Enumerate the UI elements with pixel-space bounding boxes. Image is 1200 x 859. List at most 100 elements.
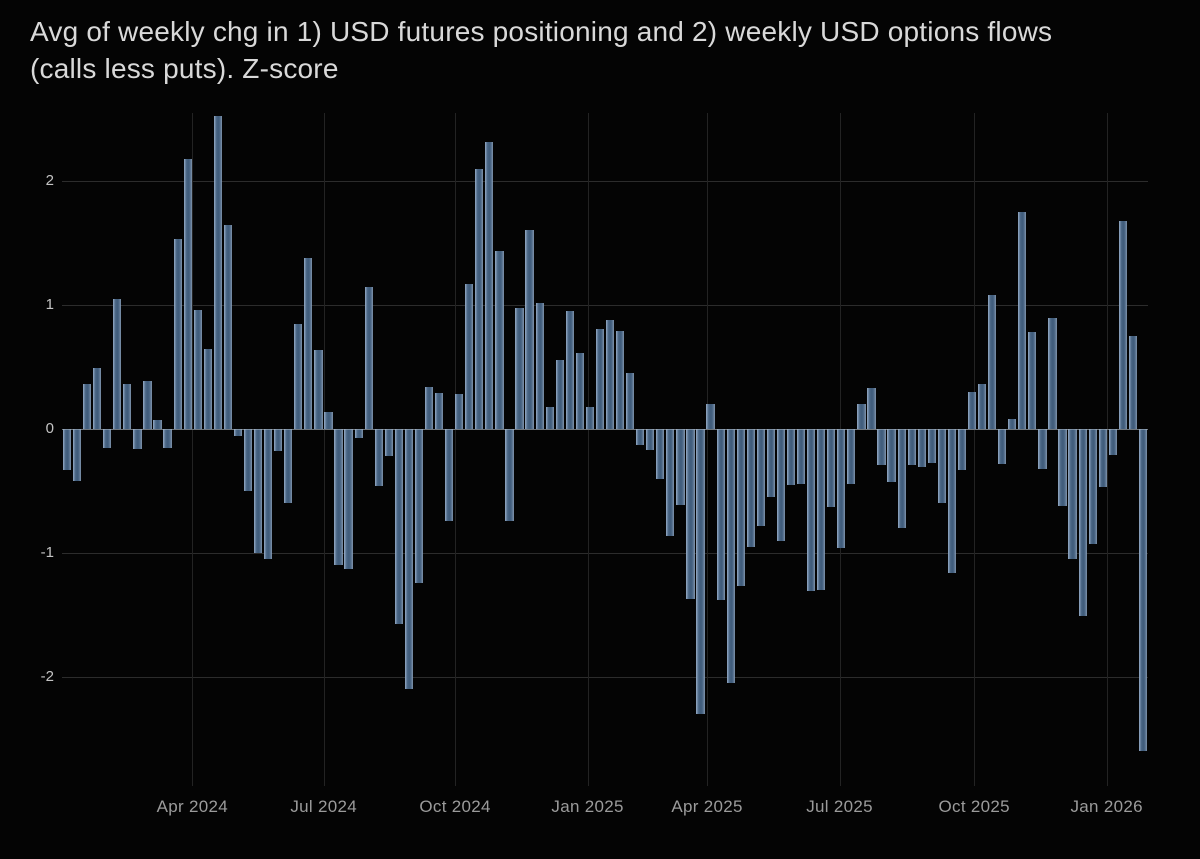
bar [967, 391, 977, 430]
bar [1118, 220, 1127, 429]
bar [696, 429, 705, 715]
bar [525, 229, 534, 429]
bar [907, 429, 916, 465]
bar [394, 429, 403, 624]
bar [1138, 429, 1148, 752]
bar [746, 429, 755, 547]
y-tick-label: 0 [45, 420, 54, 437]
x-tick-label: Oct 2024 [419, 797, 491, 816]
bar [565, 311, 574, 429]
bar [817, 429, 826, 591]
bar [877, 429, 886, 465]
bar [123, 384, 132, 429]
v-gridline [1106, 113, 1108, 786]
chart-title-line2: (calls less puts). Z-score [30, 52, 339, 84]
bar [756, 429, 765, 526]
bar [897, 429, 906, 529]
bar [937, 429, 946, 504]
chart-title: Avg of weekly chg in 1) USD futures posi… [30, 14, 1180, 88]
bar [676, 429, 685, 505]
bar [555, 359, 564, 429]
bar [1008, 419, 1017, 429]
bar [887, 429, 896, 483]
bar [193, 310, 202, 430]
bar [716, 429, 725, 600]
h-gridline [62, 553, 1148, 554]
bar [163, 429, 172, 448]
bar [927, 429, 936, 463]
bar [103, 429, 112, 448]
h-gridline [62, 676, 1148, 678]
bar [988, 295, 997, 430]
zero-axis-line [62, 429, 1148, 430]
bar [264, 429, 273, 560]
bar [615, 331, 625, 429]
bar [726, 429, 735, 684]
bar [424, 386, 434, 429]
bar [62, 429, 72, 470]
bar [998, 429, 1007, 464]
bar [1128, 336, 1138, 430]
bar [666, 429, 675, 536]
bar [656, 429, 665, 479]
bar [515, 307, 524, 430]
bar [867, 388, 876, 429]
bar [827, 429, 836, 508]
bar [776, 429, 786, 541]
bar [274, 429, 283, 452]
bar [646, 429, 655, 451]
x-tick-label: Oct 2025 [938, 797, 1010, 816]
bar [475, 168, 484, 430]
bar [253, 429, 263, 553]
v-gridline [587, 113, 589, 786]
bar [334, 429, 343, 566]
x-tick-label: Jan 2026 [1070, 797, 1143, 816]
bar [837, 429, 846, 548]
bar [324, 411, 333, 430]
bar [203, 348, 212, 430]
bar [947, 429, 957, 573]
h-gridline [62, 181, 1148, 183]
v-gridline [323, 113, 325, 786]
bar [1108, 429, 1117, 455]
y-tick-label: -2 [40, 667, 54, 685]
x-tick-label: Apr 2025 [671, 797, 743, 816]
bar [1028, 332, 1037, 430]
y-tick-label: 2 [45, 172, 54, 190]
bar [304, 258, 313, 429]
x-tick-label: Jan 2025 [551, 797, 624, 816]
bar [626, 373, 635, 430]
bar [1088, 429, 1097, 545]
bar [736, 429, 745, 587]
chart-title-line1: Avg of weekly chg in 1) USD futures posi… [30, 16, 1053, 47]
y-tick-label: 1 [45, 296, 54, 314]
bar [223, 224, 233, 429]
bar [354, 429, 363, 438]
bar [495, 250, 504, 430]
bar [414, 429, 424, 583]
bar [143, 380, 152, 429]
bar [857, 404, 866, 430]
bar [1018, 212, 1027, 430]
bar [183, 158, 192, 430]
bar [957, 429, 967, 470]
bar [213, 115, 222, 430]
bar [1078, 429, 1087, 617]
bar [314, 349, 323, 429]
bar [72, 429, 82, 482]
bar [153, 420, 162, 430]
bar [1098, 429, 1107, 488]
bar [847, 429, 856, 484]
v-gridline [455, 113, 457, 786]
bar [505, 429, 514, 521]
bar [465, 284, 474, 429]
bar [434, 393, 444, 429]
x-tick-label: Jul 2024 [290, 797, 358, 816]
bar [595, 328, 605, 430]
x-tick-label: Apr 2024 [156, 797, 228, 816]
bar [404, 429, 414, 690]
y-tick-label: -1 [40, 544, 54, 561]
bar [1048, 317, 1057, 429]
bar [284, 429, 293, 504]
bar [485, 141, 494, 429]
